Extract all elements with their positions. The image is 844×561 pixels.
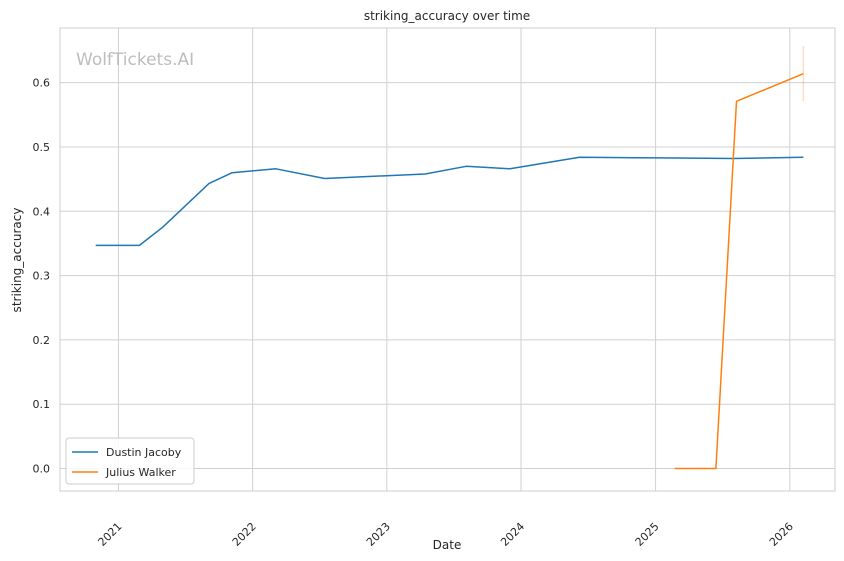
series-line-2	[674, 73, 804, 470]
grid	[60, 28, 835, 491]
y-axis-label: striking_accuracy	[10, 208, 24, 313]
plot-frame	[59, 27, 836, 492]
y-tick-label: 0.5	[33, 141, 51, 154]
y-tick-label: 0.6	[33, 77, 51, 90]
legend: Dustin Jacoby Julius Walker	[65, 437, 195, 485]
y-tick-label: 0.0	[33, 462, 51, 475]
y-tick-label: 0.1	[33, 398, 51, 411]
y-tick-labels: 0.0 0.1 0.2 0.3 0.4 0.5 0.6	[33, 77, 51, 476]
chart-title: striking_accuracy over time	[364, 9, 530, 23]
watermark: WolfTickets.AI	[76, 50, 194, 70]
y-tick-label: 0.4	[33, 205, 51, 218]
y-tick-label: 0.3	[33, 270, 51, 283]
y-tick-label: 0.2	[33, 334, 51, 347]
legend-label-1: Dustin Jacoby	[106, 446, 182, 459]
series-line-1	[95, 156, 804, 247]
x-axis-label: Date	[433, 538, 462, 552]
legend-label-2: Julius Walker	[105, 466, 176, 479]
series-layer	[95, 46, 805, 470]
